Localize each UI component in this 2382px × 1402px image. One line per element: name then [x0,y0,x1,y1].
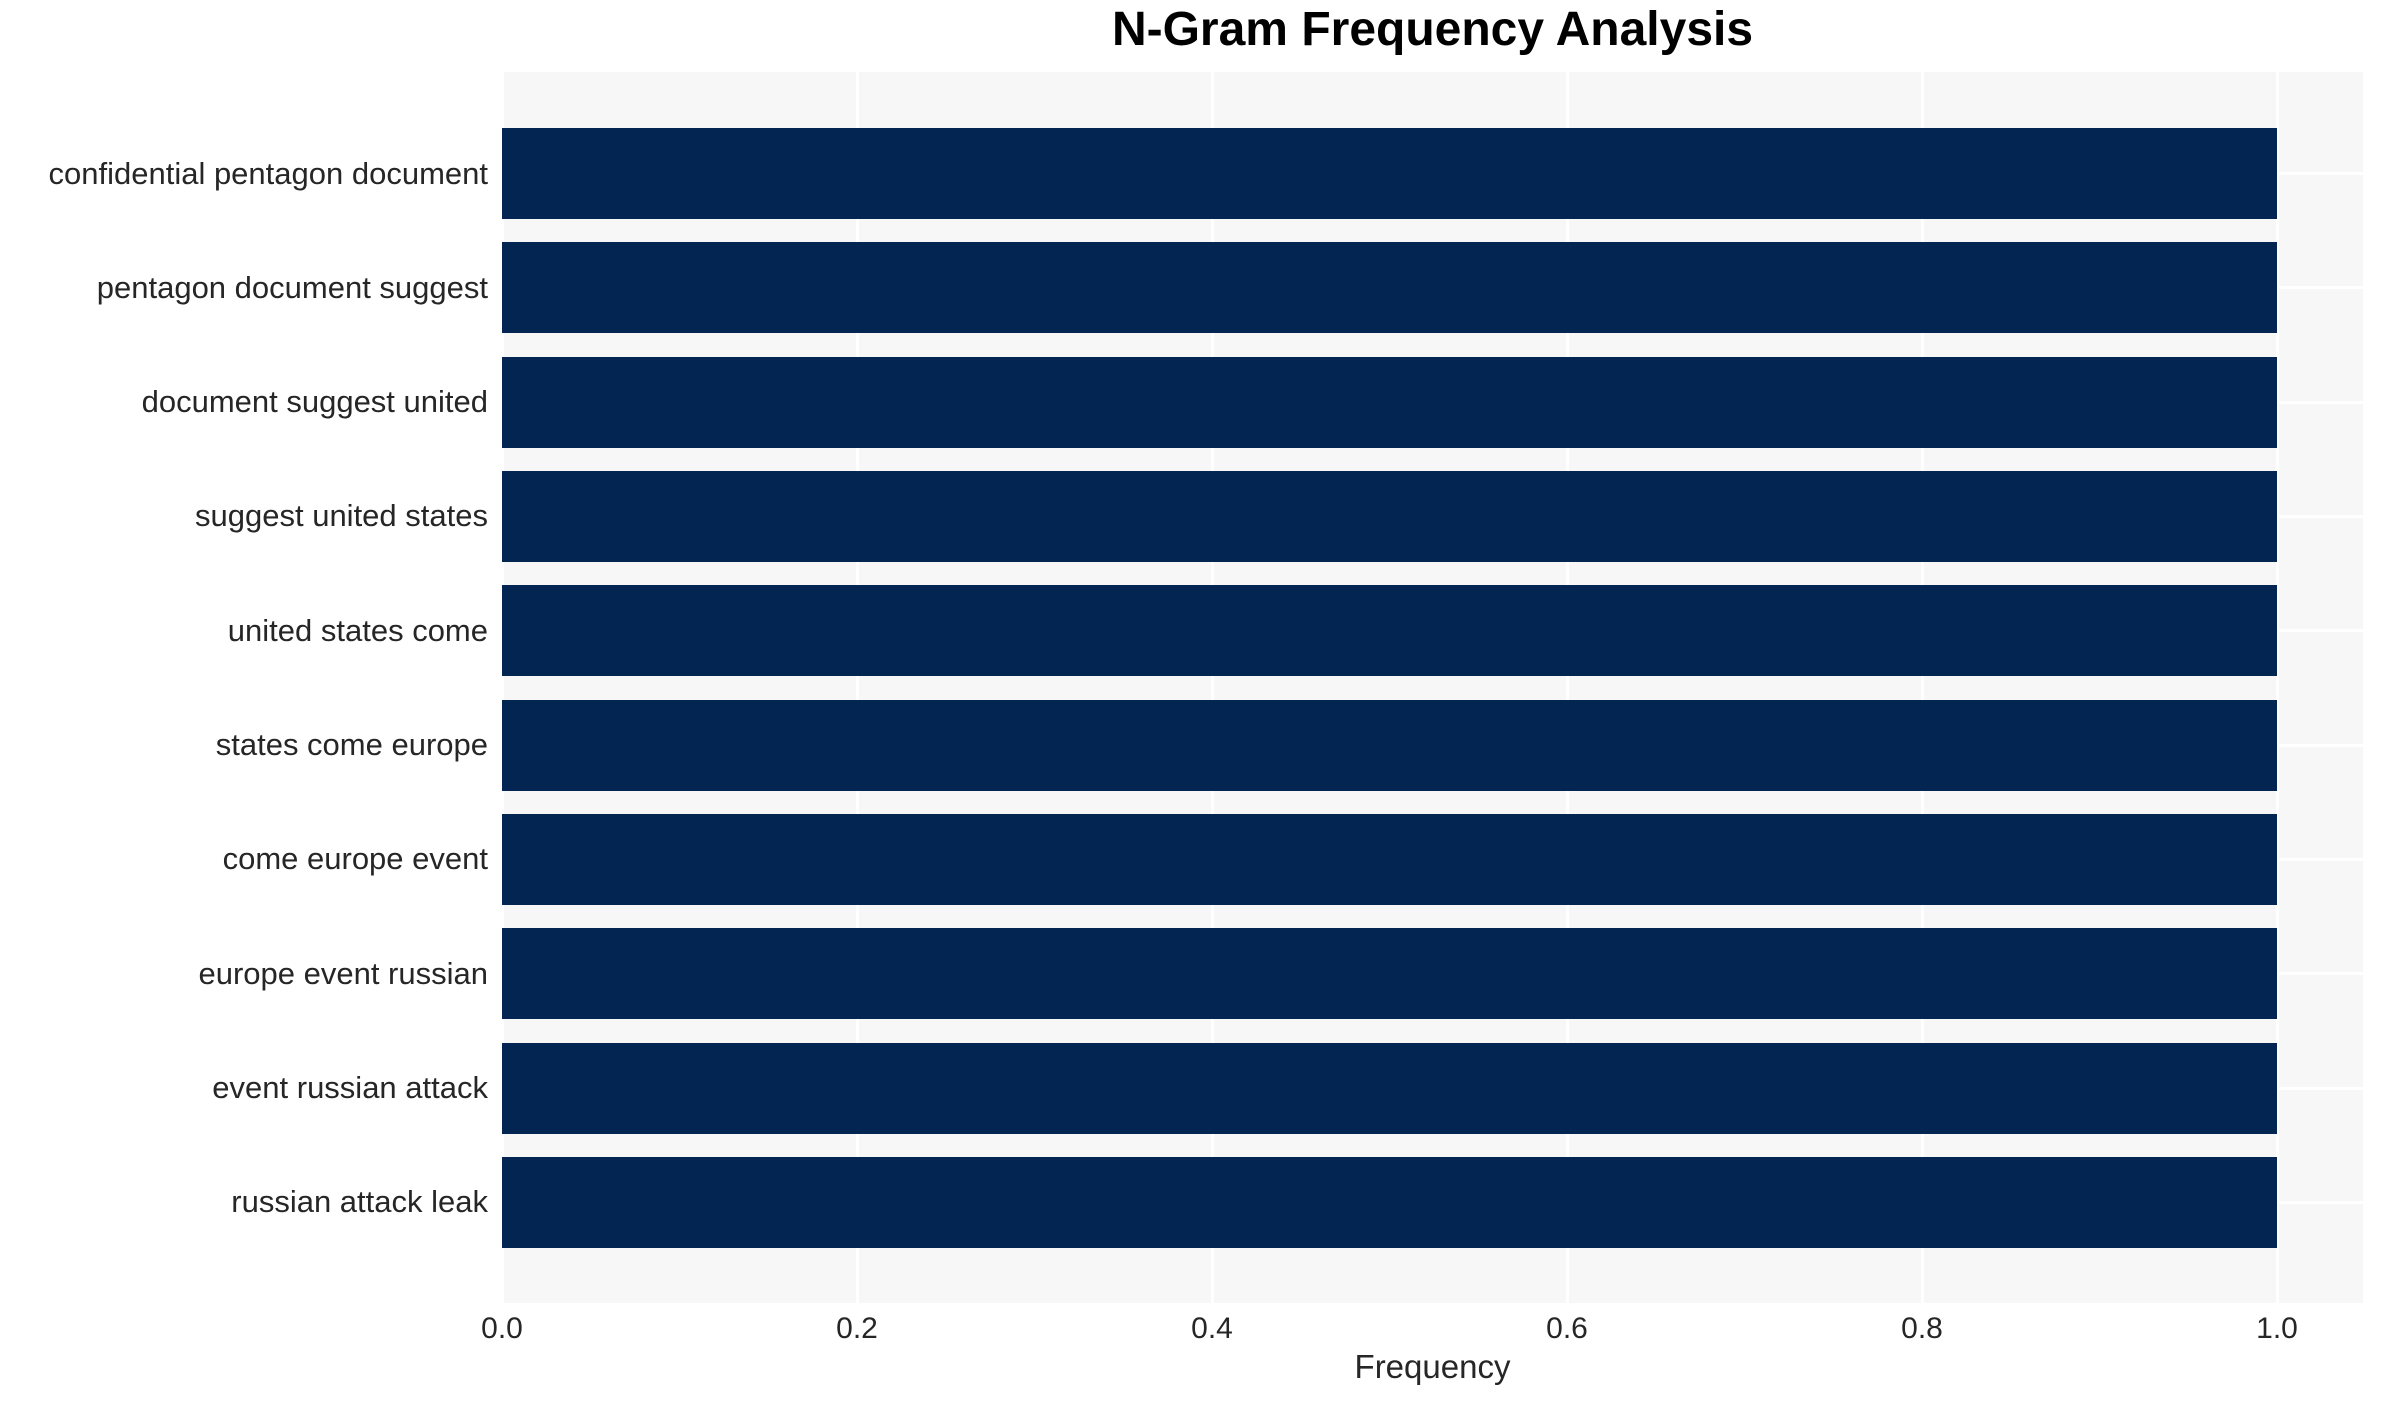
x-tick-label: 0.0 [481,1312,523,1345]
y-tick-label: confidential pentagon document [48,155,489,191]
vertical-gridline [1210,72,1214,1303]
bar [502,813,2277,905]
plot-area [500,72,2363,1303]
bar [502,242,2277,334]
y-tick-label: united states come [227,612,488,648]
vertical-gridline [1920,72,1924,1303]
bar [502,1042,2277,1134]
bar [502,128,2277,219]
y-tick-label: suggest united states [195,498,488,534]
bar [502,356,2277,448]
vertical-gridline [855,72,859,1303]
bar [502,470,2277,562]
x-tick-label: 1.0 [2256,1312,2298,1345]
y-tick-label: document suggest united [141,384,488,420]
bar [502,928,2277,1020]
bar [502,699,2277,791]
vertical-gridline [500,72,504,1303]
y-tick-label: russian attack leak [231,1184,488,1220]
y-tick-label: pentagon document suggest [96,269,488,305]
vertical-gridline [2275,72,2279,1303]
y-tick-label: europe event russian [198,955,488,991]
vertical-gridline [1565,72,1569,1303]
x-tick-label: 0.6 [1546,1312,1588,1345]
y-tick-label: states come europe [215,727,488,763]
x-axis-title: Frequency [1354,1348,1511,1385]
bar [502,1156,2277,1248]
chart-title: N-Gram Frequency Analysis [1111,3,1754,56]
x-tick-label: 0.8 [1901,1312,1943,1345]
y-tick-label: event russian attack [212,1070,488,1106]
x-tick-label: 0.2 [836,1312,878,1345]
y-tick-label: come europe event [222,841,488,877]
bar [502,585,2277,677]
x-tick-label: 0.4 [1191,1312,1233,1345]
